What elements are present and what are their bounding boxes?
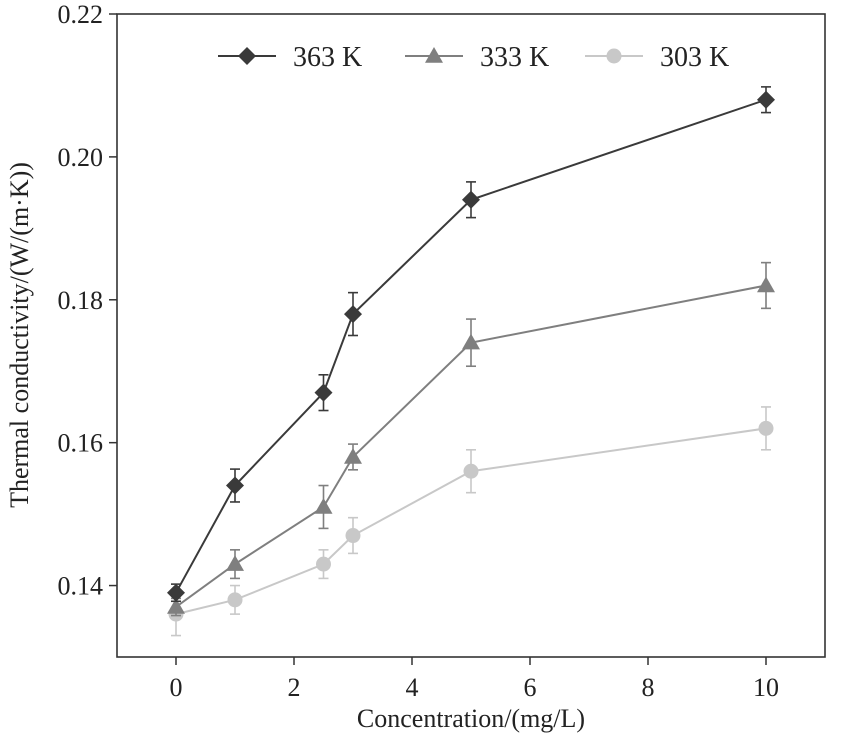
data-point <box>314 383 333 402</box>
legend-item: 303 K <box>585 42 729 73</box>
data-point <box>463 463 479 479</box>
x-tick-label: 6 <box>524 673 537 702</box>
data-point <box>757 90 775 109</box>
data-point <box>316 556 331 572</box>
y-tick-label: 0.14 <box>58 572 104 601</box>
data-point <box>227 592 243 608</box>
data-point <box>226 555 244 571</box>
data-point <box>757 276 775 293</box>
legend-label: 303 K <box>660 42 729 73</box>
data-point <box>345 528 361 544</box>
data-point <box>344 305 362 324</box>
legend-marker <box>606 48 622 64</box>
data-point <box>462 190 480 209</box>
y-tick-label: 0.18 <box>58 286 104 315</box>
data-point <box>167 597 185 614</box>
x-tick-label: 0 <box>170 673 183 702</box>
x-tick-label: 8 <box>642 673 655 702</box>
y-tick-label: 0.22 <box>58 0 104 29</box>
legend-item: 363 K <box>218 42 362 73</box>
legend-item: 333 K <box>405 42 549 73</box>
data-point <box>758 420 774 436</box>
data-point <box>314 497 333 514</box>
plot-frame <box>116 13 826 658</box>
x-tick-label: 4 <box>406 673 419 702</box>
y-tick-label: 0.16 <box>58 429 104 458</box>
series-line-363-k <box>175 98 767 594</box>
data-point <box>462 333 480 350</box>
data-point <box>226 476 244 495</box>
legend-label: 363 K <box>293 42 362 73</box>
data-point <box>344 447 362 464</box>
series-303-k <box>168 406 774 637</box>
y-axis-label: Thermal conductivity/(W/(m·K)) <box>5 162 34 508</box>
series-363-k <box>167 86 775 603</box>
legend-label: 333 K <box>480 42 549 73</box>
x-axis-label: Concentration/(mg/L) <box>357 704 585 733</box>
x-tick-label: 2 <box>288 673 301 702</box>
series-line-333-k <box>175 284 767 608</box>
series-333-k <box>167 261 775 617</box>
legend-marker <box>425 47 443 63</box>
legend-marker <box>238 47 256 65</box>
series-line-303-k <box>175 427 767 616</box>
data-point <box>167 583 185 602</box>
x-tick-label: 10 <box>753 673 779 702</box>
y-tick-label: 0.20 <box>58 143 104 172</box>
